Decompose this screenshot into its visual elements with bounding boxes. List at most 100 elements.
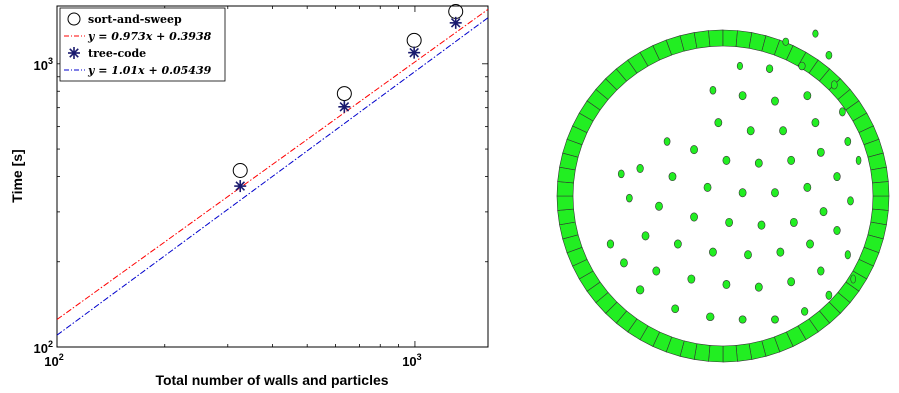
particle [812,29,819,38]
particle [725,217,734,227]
wall-segment [556,181,574,197]
marker-sort-and-sweep [232,162,248,178]
particle [787,155,796,165]
fit-line-red [57,8,488,320]
x-axis-title: Total number of walls and particles [155,372,388,388]
particle [714,118,723,128]
marker-tree-code-stroke [339,101,350,112]
particle [833,172,841,182]
particle [779,126,787,136]
particle [738,315,747,324]
legend-label-sort-and-sweep: sort-and-sweep [88,13,182,26]
legend-entry-sort-and-sweep: sort-and-sweep [67,12,182,26]
particle [803,182,812,192]
legend-label-red-fit: y = 0.973x + 0.3938 [87,30,212,43]
particle [652,266,661,276]
particle [690,212,698,222]
particle [636,164,644,173]
wall-segment [722,345,738,363]
particle [641,231,650,241]
data-markers [232,4,464,193]
particle [754,282,763,292]
legend-asterisk-glyph [68,47,80,59]
simulation-snapshot [556,29,890,363]
particle [825,50,833,60]
legend-marker-circle [67,12,81,26]
particle [789,217,798,227]
particle [744,250,752,260]
particle [806,239,814,249]
particle [782,37,790,46]
particle [736,61,743,71]
particle [663,137,671,146]
particle [803,91,812,101]
marker-sort-and-sweep [336,86,352,102]
legend-entry-red-fit: y = 0.973x + 0.3938 [64,30,212,43]
wall-segment [722,29,738,47]
particle [722,279,731,289]
fit-line-blue [57,17,488,336]
particle [839,107,846,117]
particle [754,158,763,168]
particle [620,258,628,268]
wall-segment [708,29,724,47]
wall-segment [735,343,753,362]
particle [776,247,785,257]
wall-segment [872,181,890,197]
particle [690,145,698,155]
particle [738,188,747,198]
particle [844,250,851,260]
marker-tree-code-stroke [450,18,461,28]
wall-segment [870,166,889,184]
marker-tree-code-stroke [409,47,419,58]
particle [798,61,806,71]
marker-tree-code-stroke [235,181,246,191]
wall-segment [708,345,724,363]
particle [606,239,615,249]
y-axis-title: Time [s] [9,149,25,202]
particle [687,274,696,284]
particle [765,64,774,73]
particle [722,155,731,165]
particle [706,312,715,322]
x-tick-label-100: 102 [44,352,63,369]
y-tick-label-100: 102 [34,339,53,356]
legend-box [59,7,226,82]
particle [816,147,825,157]
particle [771,188,779,198]
particle [757,220,766,230]
particle [817,266,825,276]
particle [668,172,677,182]
particle [811,118,820,128]
legend-entry-blue-fit: y = 1.01x + 0.05439 [64,64,212,77]
particle [855,155,862,165]
particle [626,193,633,203]
marker-tree-code [338,100,351,113]
legend-marker-asterisk [68,47,80,59]
marker-tree-code [408,46,421,59]
particle [655,201,663,211]
wall-segment [557,208,576,226]
particle [703,182,712,192]
wall-segment [872,195,890,211]
wall-segment [556,195,574,211]
marker-tree-code [449,16,462,29]
y-tick-label-1000: 103 [34,56,53,73]
particle [635,285,645,295]
fit-lines [57,8,488,336]
particle [833,226,841,235]
particle [787,277,796,287]
particle [771,96,779,106]
particle [738,91,747,101]
legend-label-blue-fit: y = 1.01x + 0.05439 [87,64,212,77]
particle [830,80,838,90]
particle [850,274,856,284]
timing-chart: 102 103 102 103 Total number of walls an… [9,4,489,388]
marker-tree-code [234,180,247,193]
particle [709,86,717,95]
particle [844,137,852,146]
particle [617,169,625,179]
particle [746,126,755,136]
legend-asterisk-glyph-stroke [69,48,79,58]
